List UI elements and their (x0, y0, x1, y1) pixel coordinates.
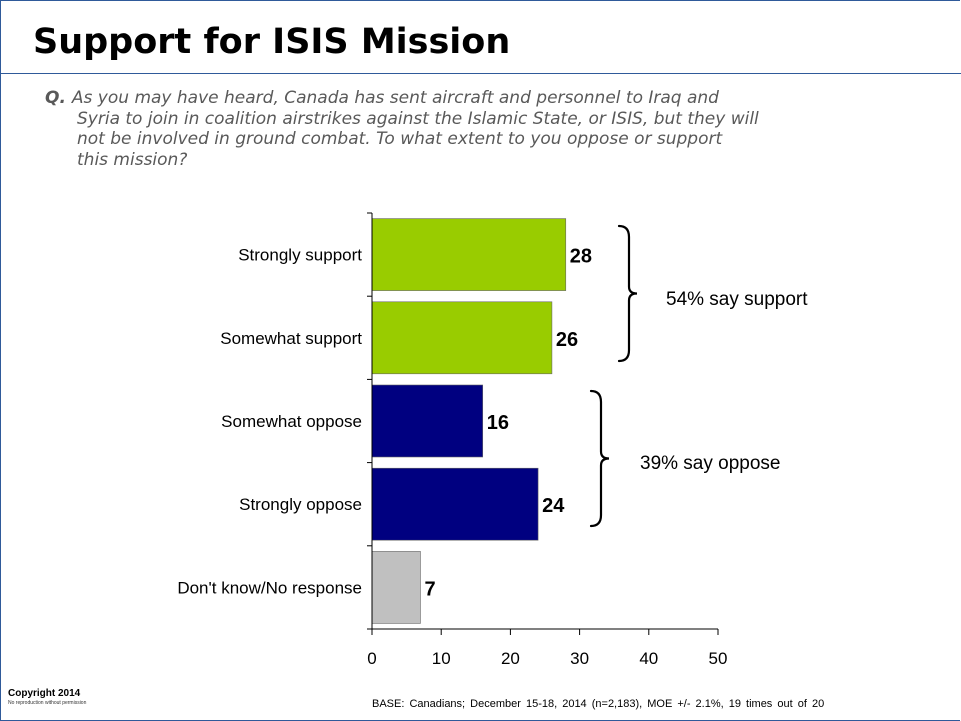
x-tick-label-40: 40 (639, 649, 658, 668)
x-tick-label-0: 0 (367, 649, 376, 668)
category-label-strongly-oppose: Strongly oppose (239, 495, 362, 514)
bar-somewhat-support (371, 301, 553, 375)
brace-54-say-support (617, 224, 638, 363)
question-label: Q. (45, 88, 66, 108)
value-label-somewhat-support: 26 (556, 329, 578, 351)
value-label-somewhat-oppose: 16 (487, 412, 509, 434)
survey-question: Q. As you may have heard, Canada has sent… (45, 88, 905, 170)
bar-somewhat-oppose (371, 384, 484, 458)
value-label-don-t-know-no-response: 7 (424, 578, 435, 600)
brace-39-say-oppose (589, 389, 610, 528)
question-line-1: As you may have heard, Canada has sent a… (71, 88, 719, 108)
bar-strongly-oppose (371, 467, 539, 541)
copyright-text: Copyright 2014 (8, 688, 81, 699)
copyright-block: Copyright 2014 No reproduction without p… (8, 688, 86, 707)
question-line-3: not be involved in ground combat. To wha… (77, 129, 723, 149)
question-line-2: Syria to join in coalition airstrikes ag… (77, 108, 759, 129)
title-divider (0, 73, 961, 74)
x-tick-label-50: 50 (709, 649, 728, 668)
category-label-strongly-support: Strongly support (238, 246, 362, 265)
value-label-strongly-support: 28 (570, 246, 592, 268)
copyright-note: No reproduction without permission (8, 700, 87, 706)
question-line-4: this mission? (77, 149, 188, 170)
x-tick-label-10: 10 (432, 649, 451, 668)
category-label-somewhat-oppose: Somewhat oppose (221, 412, 362, 431)
x-tick-label-30: 30 (570, 649, 589, 668)
group-label-54-say-support: 54% say support (666, 289, 808, 310)
value-label-strongly-oppose: 24 (542, 495, 565, 517)
page-title: Support for ISIS Mission (33, 22, 511, 62)
group-label-39-say-oppose: 39% say oppose (640, 453, 781, 474)
category-label-don-t-know-no-response: Don't know/No response (177, 578, 362, 597)
bar-strongly-support (371, 218, 567, 291)
bar-don-t-know-no-response (371, 551, 421, 624)
base-note: BASE: Canadians; December 15-18, 2014 (n… (372, 698, 825, 710)
x-tick-label-20: 20 (501, 649, 520, 668)
category-label-somewhat-support: Somewhat support (220, 329, 362, 348)
